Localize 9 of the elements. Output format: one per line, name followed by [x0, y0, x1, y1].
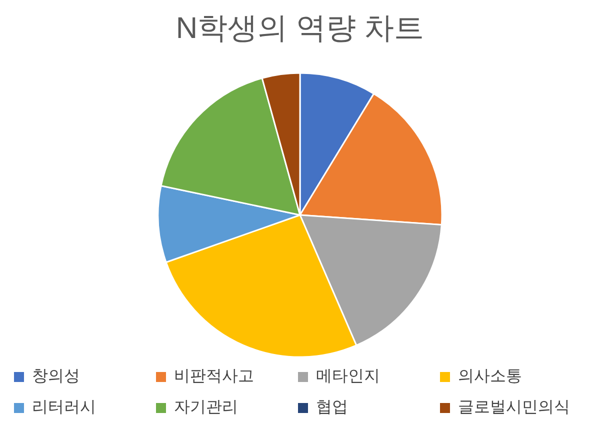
legend-label: 글로벌시민의식	[458, 398, 570, 418]
legend-label: 메타인지	[316, 367, 380, 387]
legend-label: 자기관리	[174, 398, 238, 418]
legend-label: 창의성	[32, 367, 80, 387]
legend-label: 리터러시	[32, 398, 96, 418]
legend-label: 협업	[316, 398, 348, 418]
legend-label: 비판적사고	[174, 367, 254, 387]
legend-label: 의사소통	[458, 367, 522, 387]
chart-title: N학생의 역량 차트	[174, 11, 426, 47]
